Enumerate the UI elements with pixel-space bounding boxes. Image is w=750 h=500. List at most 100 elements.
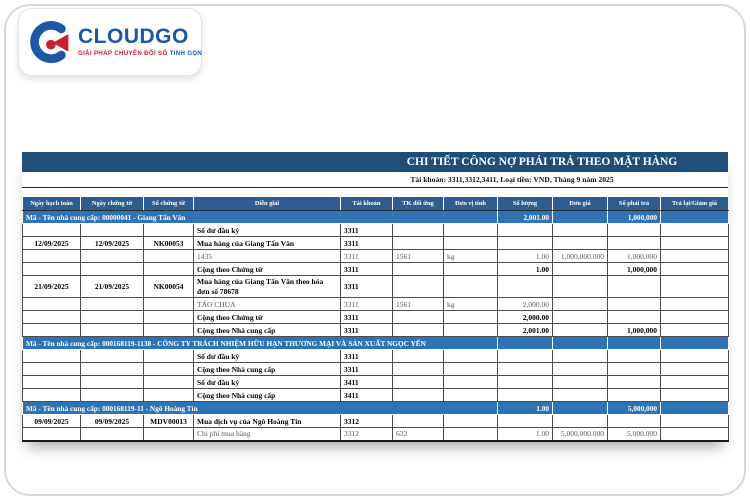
table-cell: 3411 [340, 375, 393, 389]
table-cell [392, 414, 444, 428]
table-cell: Mua hàng của Giang Tấn Văn theo hóa đơn … [193, 275, 341, 298]
table-cell [80, 323, 144, 337]
table-cell [22, 362, 81, 376]
table-cell: 2,000.00 [497, 297, 553, 311]
table-cell [143, 375, 194, 389]
table-cell [497, 414, 553, 428]
table-cell [392, 323, 444, 337]
table-row: Cộng theo Chứng từ 3311 1.00 1,000,000 [22, 262, 729, 276]
table-cell [443, 388, 498, 402]
column-header: Đơn giá [552, 196, 608, 211]
logo-text: CLOUDGO GIẢI PHÁP CHUYỂN ĐỔI SỐ TINH GỌN [78, 26, 202, 57]
table-cell [660, 414, 729, 428]
table-cell [22, 297, 81, 311]
table-cell [552, 297, 608, 311]
cloudgo-logo-icon [30, 21, 69, 63]
table-cell [143, 297, 194, 311]
table-cell: 3311 [340, 323, 393, 337]
table-cell: 1.00 [497, 262, 553, 276]
column-header: Tài khoản [340, 196, 393, 211]
supplier-group-total [552, 401, 608, 415]
table-cell [660, 249, 729, 263]
table-row: Cộng theo Chứng từ 3311 2,000.00 [22, 310, 729, 324]
supplier-group-label: Mã - Tên nhà cung cấp: 000168119-11 - Ng… [22, 401, 498, 415]
table-cell [80, 262, 144, 276]
supplier-group-label: Mã - Tên nhà cung cấp: 00000041 - Giang … [22, 210, 498, 224]
table-cell: 1,000,000 [607, 249, 661, 263]
supplier-group-label: Mã - Tên nhà cung cấp: 000168119-1138 - … [22, 336, 498, 350]
table-cell [552, 375, 608, 389]
table-cell [143, 427, 194, 442]
table-cell: 3311 [340, 249, 393, 263]
table-row: Số dư đầu kỳ 3311 [22, 223, 729, 237]
table-cell: Cộng theo Chứng từ [193, 262, 341, 276]
table-cell: NK00053 [143, 236, 194, 250]
table-cell: Số dư đầu kỳ [193, 375, 341, 389]
table-cell [660, 223, 729, 237]
table-cell [22, 375, 81, 389]
table-cell: 3311 [340, 362, 393, 376]
table-cell: 09/09/2025 [22, 414, 81, 428]
table-cell: kg [443, 297, 498, 311]
supplier-group-total [497, 336, 553, 350]
table-cell [443, 349, 498, 363]
table-cell: 3411 [340, 388, 393, 402]
table-cell: NK00054 [143, 275, 194, 298]
table-cell: Số dư đầu kỳ [193, 223, 341, 237]
column-header: Số phải trả [607, 196, 661, 211]
table-cell: 3311 [340, 223, 393, 237]
table-cell: Chi phí mua hàng [193, 427, 341, 442]
table-cell: 1,000,000.000 [552, 249, 608, 263]
table-cell [143, 310, 194, 324]
table-cell: kg [443, 249, 498, 263]
table-cell [497, 388, 553, 402]
table-cell [143, 362, 194, 376]
supplier-group-total [607, 336, 661, 350]
table-cell: 5,000,000.000 [552, 427, 608, 442]
table-cell [660, 262, 729, 276]
table-cell [443, 323, 498, 337]
supplier-group-total: 1,000,000 [607, 210, 661, 224]
table-cell [392, 236, 444, 250]
table-cell: 3311 [340, 310, 393, 324]
table-row: TÁO CHUA 3311 1561 kg 2,000.00 [22, 297, 729, 311]
table-cell: 2,001.00 [497, 323, 553, 337]
table-cell: 3311 [340, 275, 393, 298]
table-cell: 5,000,000 [607, 427, 661, 442]
table-cell: 632 [392, 427, 444, 442]
table-cell [143, 262, 194, 276]
column-header: Trả lại/Giảm giá [660, 196, 729, 211]
supplier-group-total: 2,001.00 [497, 210, 553, 224]
report-title: CHI TIẾT CÔNG NỢ PHẢI TRẢ THEO MẶT HÀNG [406, 156, 678, 168]
table-cell [443, 427, 498, 442]
table-cell: 3312 [340, 414, 393, 428]
table-cell [660, 349, 729, 363]
table-cell: 12/09/2025 [80, 236, 144, 250]
table-cell [392, 262, 444, 276]
supplier-group-total: 1.00 [497, 401, 553, 415]
table-cell [607, 388, 661, 402]
table-cell [143, 388, 194, 402]
table-row: Cộng theo Nhà cung cấp 3411 [22, 388, 729, 402]
table-header-row: Ngày hạch toán Ngày chứng từ Số chứng từ Di… [22, 196, 729, 211]
table-cell: Cộng theo Nhà cung cấp [193, 362, 341, 376]
table-cell [497, 375, 553, 389]
table-cell [80, 297, 144, 311]
table-cell [660, 323, 729, 337]
table-row: Cộng theo Nhà cung cấp 3311 [22, 362, 729, 376]
table-cell [22, 262, 81, 276]
table-row: 12/09/2025 12/09/2025 NK00053 Mua hàng của … [22, 236, 729, 250]
table-cell [80, 249, 144, 263]
supplier-group-total: 5,000,000 [607, 401, 661, 415]
table-cell: 21/09/2025 [80, 275, 144, 298]
column-header: Ngày hạch toán [22, 196, 81, 211]
table-cell [392, 310, 444, 324]
table-cell [552, 414, 608, 428]
table-cell [443, 375, 498, 389]
supplier-group-row: Mã - Tên nhà cung cấp: 00000041 - Giang … [22, 210, 729, 224]
table-cell: 21/09/2025 [22, 275, 81, 298]
table-cell [443, 262, 498, 276]
column-header: TK đối ứng [392, 196, 444, 211]
table-cell: Mua hàng của Giang Tấn Văn [193, 236, 341, 250]
